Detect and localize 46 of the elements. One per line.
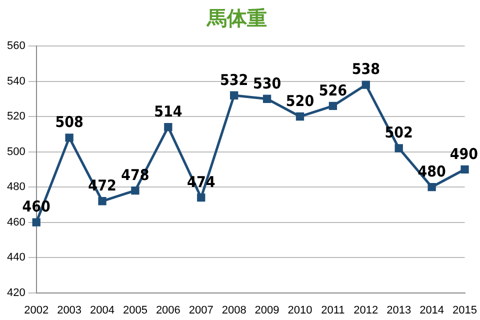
x-tick-label: 2010: [288, 304, 312, 316]
point: [460, 165, 469, 174]
data-label: 514: [154, 102, 182, 120]
data-label: 480: [418, 162, 446, 180]
y-tick-label: 540: [6, 75, 26, 88]
x-tick-label: 2005: [122, 304, 148, 316]
x-tick-label: 2014: [420, 304, 444, 316]
point: [98, 197, 106, 206]
x-tick-label: 2008: [222, 304, 246, 316]
point: [328, 102, 338, 110]
data-label: 526: [318, 81, 348, 100]
point: [197, 194, 206, 202]
x-tick-label: 2006: [156, 304, 180, 316]
x-tick-label: 2015: [452, 304, 478, 316]
y-tick-label: 420: [6, 286, 26, 299]
chart-title: 馬体重: [206, 6, 267, 30]
data-label: 538: [352, 60, 380, 78]
y-tick-label: 560: [6, 40, 26, 52]
x-tick-label: 2011: [321, 304, 345, 316]
x-tick-label: 2012: [354, 304, 378, 316]
point: [32, 218, 40, 226]
data-label: 490: [450, 144, 478, 163]
point: [131, 186, 140, 195]
y-tick-label: 460: [6, 216, 26, 228]
point: [428, 182, 436, 192]
point: [65, 134, 74, 142]
y-tick-label: 520: [6, 110, 26, 123]
x-tick-label: 2013: [386, 304, 412, 316]
x-tick-label: 2009: [254, 304, 280, 316]
x-tick-label: 2007: [188, 304, 214, 316]
data-label: 532: [220, 70, 248, 89]
data-label: 520: [286, 92, 314, 110]
x-tick-label: 2002: [24, 304, 49, 316]
y-tick-label: 480: [6, 181, 26, 194]
y-tick-label: 500: [6, 146, 26, 158]
y-tick-label: 440: [6, 252, 26, 264]
point: [296, 112, 304, 121]
x-tick-label: 2003: [57, 304, 82, 316]
point: [394, 144, 403, 152]
data-label: 508: [55, 113, 84, 132]
data-label: 530: [252, 74, 282, 92]
x-tick-label: 2004: [90, 304, 115, 316]
point: [362, 80, 370, 89]
point: [164, 123, 172, 132]
point: [262, 94, 272, 103]
point: [230, 91, 238, 100]
